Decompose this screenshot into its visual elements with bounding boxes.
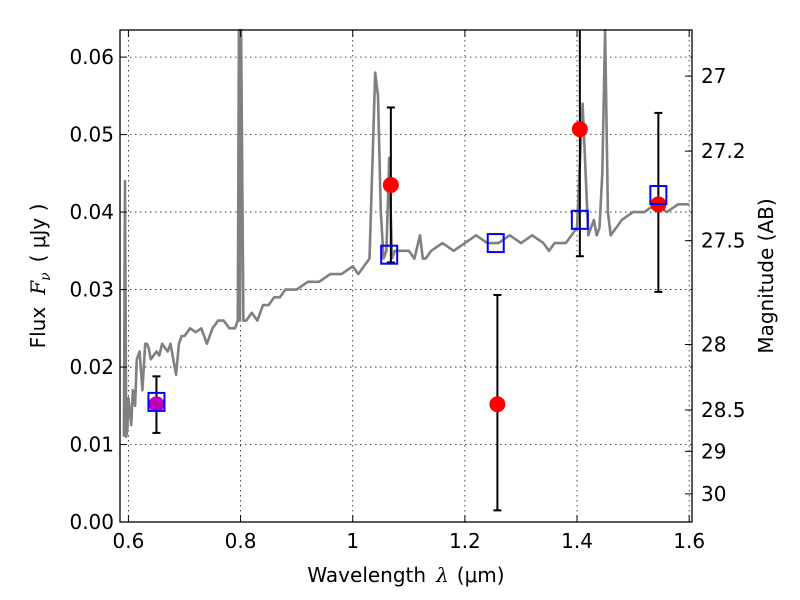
model-photometry-square (147, 391, 166, 412)
y-tick-label: 0.02 (69, 355, 114, 379)
y2-axis-label: Magnitude (AB) (754, 198, 778, 353)
y2-tick-label: 28 (701, 333, 726, 357)
y-tick-label: 0.06 (69, 45, 114, 69)
model-photometry-square (380, 244, 399, 265)
y2-tick-label: 29 (701, 439, 726, 463)
error-bars (152, 30, 663, 512)
model-spectrum (122, 28, 690, 439)
x-tick-label: 0.8 (225, 529, 257, 553)
x-tick-label: 1 (346, 529, 359, 553)
model-photometry-square (486, 233, 505, 254)
y-tick-label: 0.03 (69, 278, 114, 302)
y-tick-label: 0.05 (69, 123, 114, 147)
y-tick-label: 0.00 (69, 510, 114, 534)
axis-ticks: 0.6 0.8 1 1.2 1.4 1.6 0.00 0.01 0.02 0.03 0.04 0.05… (69, 30, 746, 553)
grid-lines (120, 30, 692, 522)
observed-point (571, 121, 588, 138)
plot-frame (119, 29, 693, 523)
model-photometry-square (649, 185, 668, 206)
x-tick-label: 0.6 (113, 529, 145, 553)
y2-tick-label: 28.5 (701, 398, 746, 422)
y-tick-label: 0.01 (69, 433, 114, 457)
y2-tick-label: 27.2 (701, 139, 746, 163)
y-axis-label: FluxFν( μJy ) (26, 204, 54, 349)
observed-point (148, 396, 165, 413)
observed-point (489, 396, 506, 413)
observed-point (382, 176, 399, 193)
x-tick-label: 1.4 (561, 529, 593, 553)
x-tick-label: 1.6 (673, 529, 705, 553)
y-tick-label: 0.04 (69, 200, 114, 224)
x-axis-label: Wavelength λ (μm) (307, 563, 504, 587)
data-markers (147, 121, 668, 413)
y2-tick-label: 27 (701, 64, 726, 88)
y2-tick-label: 27.5 (701, 229, 746, 253)
model-photometry-square (570, 209, 589, 230)
y2-tick-label: 30 (701, 482, 726, 506)
spectrum-line (122, 28, 690, 439)
x-tick-label: 1.2 (449, 529, 481, 553)
